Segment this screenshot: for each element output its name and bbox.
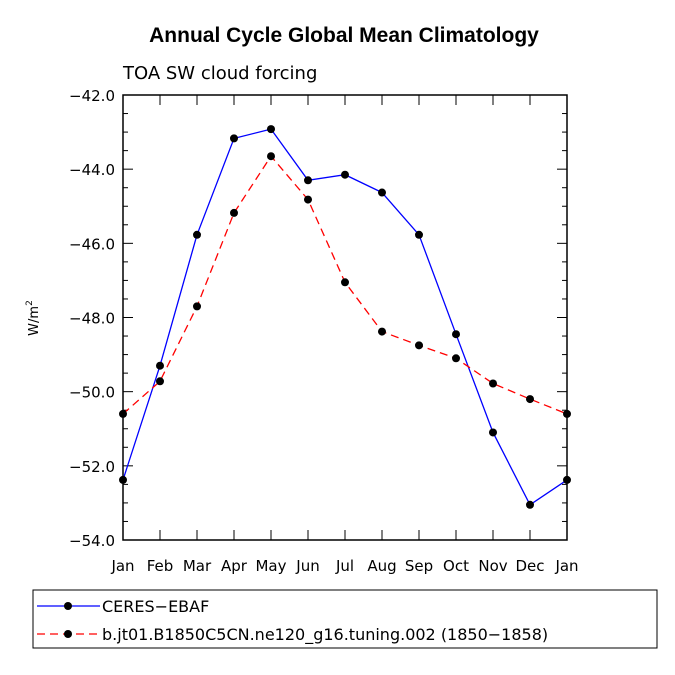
series-1-point xyxy=(489,428,497,437)
series-1-point xyxy=(378,188,386,197)
x-tick-label: Mar xyxy=(183,557,212,575)
axis-ticks xyxy=(122,94,568,541)
plot-frame xyxy=(122,94,568,541)
y-tick-label: −44.0 xyxy=(69,161,115,179)
legend-marker-2 xyxy=(64,630,72,638)
chart-subtitle: TOA SW cloud forcing xyxy=(122,63,317,84)
x-tick-label: Sep xyxy=(405,557,433,575)
series-2-point xyxy=(415,341,423,350)
series-1-point xyxy=(119,475,127,484)
chart-title: Annual Cycle Global Mean Climatology xyxy=(149,24,539,47)
x-tick-label: Feb xyxy=(147,557,174,575)
x-tick-label: Oct xyxy=(443,557,469,575)
x-tick-label: May xyxy=(255,557,286,575)
series-1-point xyxy=(156,361,164,370)
y-tick-label: −46.0 xyxy=(69,235,115,253)
y-tick-label: −50.0 xyxy=(69,384,115,402)
x-tick-label: Jun xyxy=(295,557,319,575)
y-axis-label-superscript: 2 xyxy=(25,300,35,306)
y-axis-label: W/m2 xyxy=(25,300,42,336)
series-line-1 xyxy=(122,128,568,506)
y-tick-label: −54.0 xyxy=(69,532,115,550)
series-1-point xyxy=(230,134,238,143)
y-tick-label: −52.0 xyxy=(69,458,115,476)
series-2-point xyxy=(526,395,534,404)
x-tick-label: Apr xyxy=(221,557,248,575)
y-tick-labels: −54.0 −52.0 −50.0 −48.0 −46.0 −44.0 −42.0 xyxy=(69,87,115,550)
series-1-point xyxy=(304,176,312,185)
series-2-point xyxy=(119,409,127,418)
x-tick-label: Jan xyxy=(554,557,578,575)
series-2-point xyxy=(563,409,571,418)
x-tick-label: Jan xyxy=(110,557,134,575)
x-tick-label: Nov xyxy=(478,557,507,575)
series-1-point xyxy=(563,475,571,484)
legend-label-2: b.jt01.B1850C5CN.ne120_g16.tuning.002 (1… xyxy=(102,625,548,645)
y-tick-label: −48.0 xyxy=(69,310,115,328)
x-tick-label: Jul xyxy=(335,557,354,575)
series-1-point xyxy=(341,170,349,179)
y-axis-label-unit: W/m xyxy=(27,306,42,336)
series-2-point xyxy=(230,208,238,217)
series-2-point xyxy=(156,377,164,386)
x-tick-labels: Jan Feb Mar Apr May Jun Jul Aug Sep Oct Nov Dec Jan xyxy=(110,557,578,575)
series-1-point xyxy=(267,125,275,134)
series-1-point xyxy=(415,230,423,239)
series-2-point xyxy=(267,152,275,161)
y-tick-label: −42.0 xyxy=(69,87,115,105)
series-1-point xyxy=(452,330,460,339)
series-1-point xyxy=(193,230,201,239)
series-2-point xyxy=(378,327,386,336)
series-1-point xyxy=(526,500,534,509)
x-tick-label: Dec xyxy=(515,557,544,575)
svg-text:W/m2: W/m2 xyxy=(25,300,42,336)
series-2-point xyxy=(193,302,201,311)
legend-label-1: CERES−EBAF xyxy=(102,597,209,616)
series-2-point xyxy=(489,379,497,388)
legend-box xyxy=(32,589,658,649)
legend-marker-1 xyxy=(64,602,72,610)
series-2-point xyxy=(452,354,460,363)
series-2-point xyxy=(341,278,349,287)
x-tick-label: Aug xyxy=(367,557,396,575)
legend: CERES−EBAF b.jt01.B1850C5CN.ne120_g16.tun… xyxy=(37,597,548,645)
series-layer xyxy=(119,125,571,509)
series-2-point xyxy=(304,195,312,204)
